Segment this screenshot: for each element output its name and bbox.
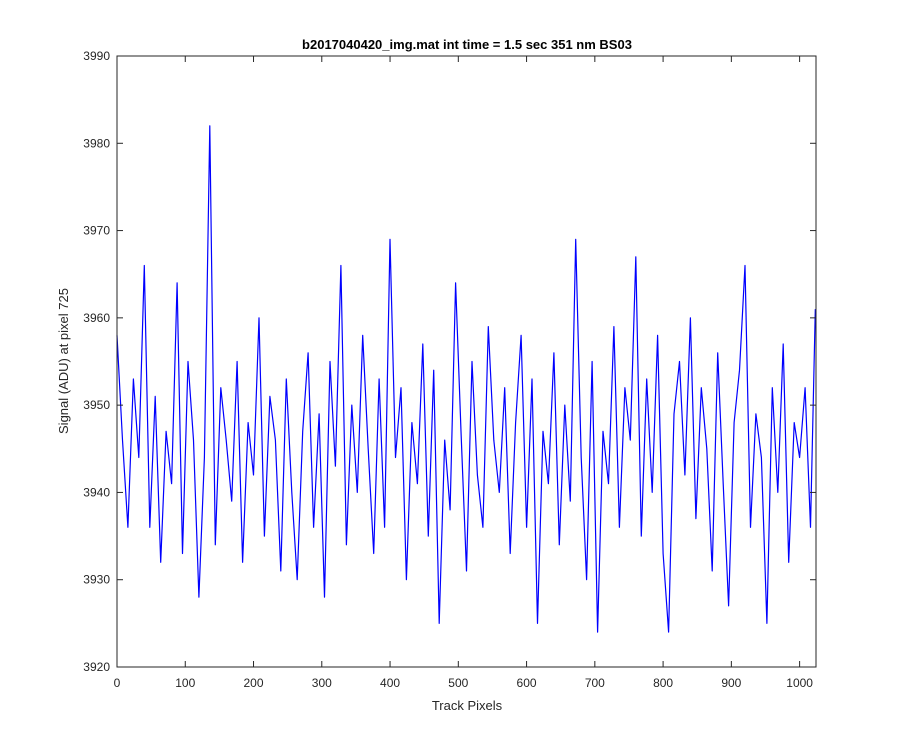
x-tick-label: 900	[721, 676, 741, 690]
axes: 0 100 200 300 400 500 600 700 800 900 1000 3920 3930…	[83, 49, 817, 690]
series-line-0	[116, 125, 816, 633]
y-tick-label: 3950	[83, 398, 110, 412]
x-tick-label: 200	[244, 676, 264, 690]
plot-area	[116, 125, 816, 633]
y-tick-label: 3930	[83, 573, 110, 587]
axes-frame	[116, 55, 817, 668]
y-tick-label: 3960	[83, 311, 110, 325]
x-axis-label: Track Pixels	[432, 698, 503, 713]
x-tick-label: 800	[653, 676, 673, 690]
y-tick-label: 3940	[83, 485, 110, 499]
chart-title: b2017040420_img.mat int time = 1.5 sec 3…	[302, 37, 632, 52]
y-tick-label: 3920	[83, 660, 110, 674]
y-tick-label: 3990	[83, 49, 110, 63]
x-tick-label: 600	[517, 676, 537, 690]
y-axis-label: Signal (ADU) at pixel 725	[56, 288, 71, 434]
x-tick-label: 700	[585, 676, 605, 690]
y-tick-label: 3980	[83, 136, 110, 150]
x-tick-label: 500	[448, 676, 468, 690]
y-tick-label: 3970	[83, 224, 110, 238]
x-tick-label: 100	[175, 676, 195, 690]
x-tick-label: 400	[380, 676, 400, 690]
x-tick-label: 1000	[786, 676, 813, 690]
x-tick-label: 300	[312, 676, 332, 690]
x-tick-label: 0	[114, 676, 121, 690]
